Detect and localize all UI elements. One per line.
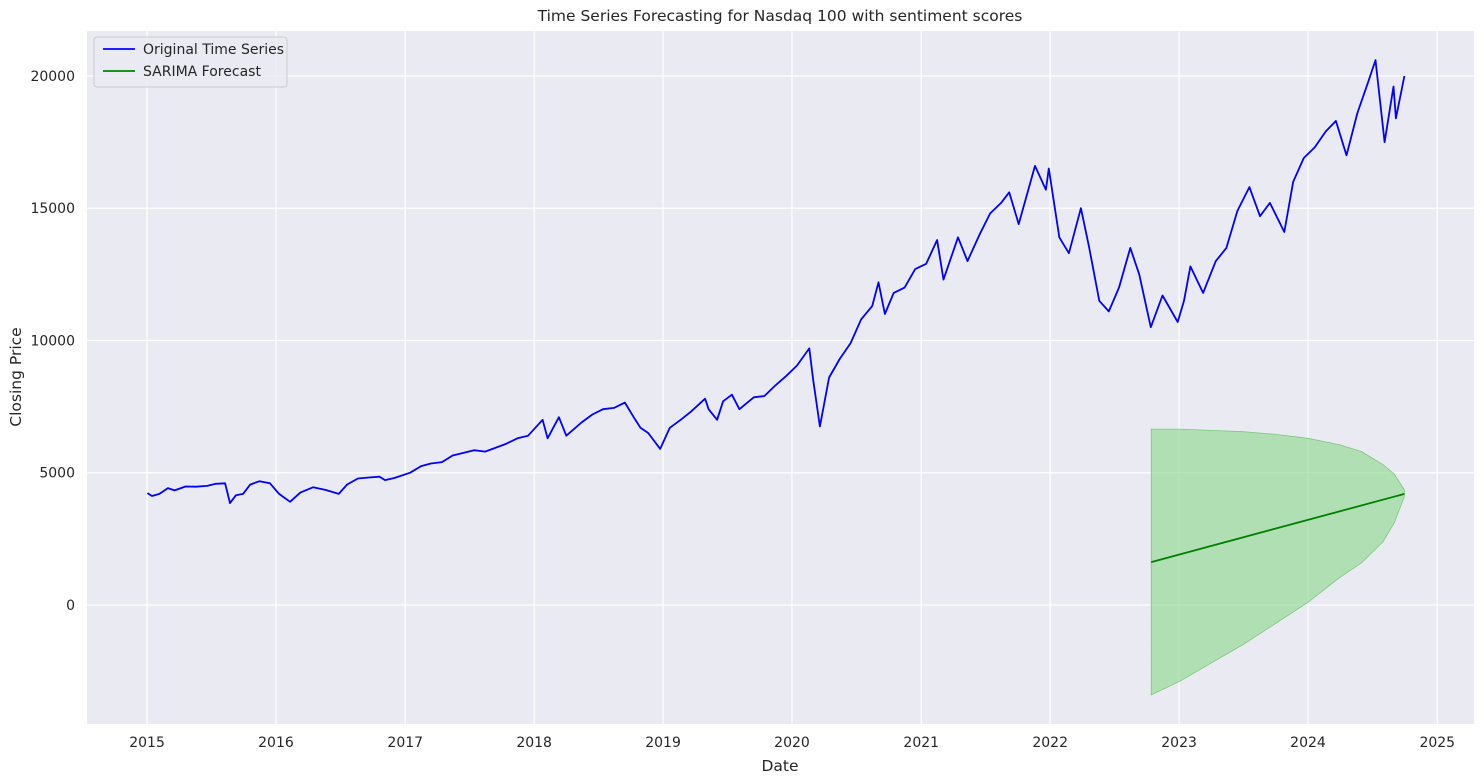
x-tick-label: 2015 [129, 735, 165, 751]
legend-frame [93, 36, 288, 88]
forecast-confidence-band [1150, 428, 1405, 696]
series-line-0 [146, 59, 1406, 505]
y-tick-label: 10000 [30, 333, 75, 349]
x-tick-label: 2024 [1290, 735, 1326, 751]
legend-label-forecast: SARIMA Forecast [143, 64, 261, 80]
x-tick-label: 2016 [258, 735, 294, 751]
x-tick-label: 2023 [1161, 735, 1197, 751]
x-tick-label: 2022 [1032, 735, 1068, 751]
x-tick-label: 2018 [516, 735, 552, 751]
x-tick-label: 2020 [774, 735, 810, 751]
legend-label-original: Original Time Series [143, 42, 284, 58]
y-tick-label: 15000 [30, 201, 75, 217]
x-tick-label: 2021 [903, 735, 939, 751]
y-axis-label: Closing Price [7, 327, 25, 426]
series-line-1 [1150, 493, 1405, 563]
y-tick-labels: 0 5000 10000 15000 20000 [30, 69, 75, 614]
y-tick-label: 5000 [39, 466, 75, 482]
chart-title: Time Series Forecasting for Nasdaq 100 w… [537, 7, 1023, 25]
x-tick-label: 2025 [1419, 735, 1455, 751]
x-tick-label: 2017 [387, 735, 423, 751]
y-tick-label: 20000 [30, 69, 75, 85]
y-tick-label: 0 [66, 598, 75, 614]
forecast-band-group [1150, 428, 1405, 696]
x-tick-label: 2019 [645, 735, 681, 751]
x-tick-labels: 2015 2016 2017 2018 2019 2020 2021 2022 2023 2024… [129, 735, 1455, 751]
series-lines [146, 59, 1406, 563]
legend: Original Time Series SARIMA Forecast [93, 36, 288, 88]
x-axis-label: Date [761, 757, 798, 775]
grid-lines [87, 31, 1474, 724]
